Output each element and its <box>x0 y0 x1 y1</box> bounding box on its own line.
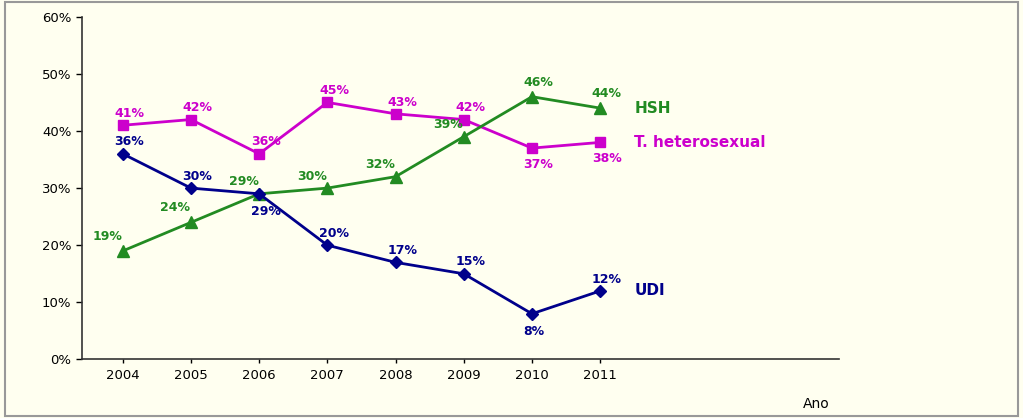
Text: 12%: 12% <box>592 273 622 285</box>
Text: 32%: 32% <box>365 158 395 171</box>
Text: 36%: 36% <box>115 135 144 148</box>
Text: 15%: 15% <box>455 255 486 268</box>
Text: 20%: 20% <box>319 227 349 240</box>
Text: 24%: 24% <box>161 201 190 214</box>
Text: T. heterosexual: T. heterosexual <box>634 135 766 150</box>
Text: 19%: 19% <box>92 230 122 243</box>
Text: 37%: 37% <box>524 158 553 171</box>
X-axis label: Ano: Ano <box>803 397 830 411</box>
Text: 44%: 44% <box>592 87 622 100</box>
Text: 43%: 43% <box>388 95 417 109</box>
Text: 46%: 46% <box>524 76 553 89</box>
Text: 8%: 8% <box>524 325 545 338</box>
Text: UDI: UDI <box>634 283 665 298</box>
Text: 36%: 36% <box>251 135 280 148</box>
Text: 38%: 38% <box>592 152 622 165</box>
Text: 29%: 29% <box>251 205 280 218</box>
Text: 30%: 30% <box>297 170 326 183</box>
Text: 45%: 45% <box>319 84 349 97</box>
Text: 42%: 42% <box>455 101 486 114</box>
Text: 17%: 17% <box>388 244 417 257</box>
Text: 29%: 29% <box>228 176 259 189</box>
Text: 39%: 39% <box>433 118 463 131</box>
Text: 41%: 41% <box>115 107 144 120</box>
Text: HSH: HSH <box>634 101 671 116</box>
Text: 30%: 30% <box>183 170 213 183</box>
Text: 42%: 42% <box>183 101 213 114</box>
